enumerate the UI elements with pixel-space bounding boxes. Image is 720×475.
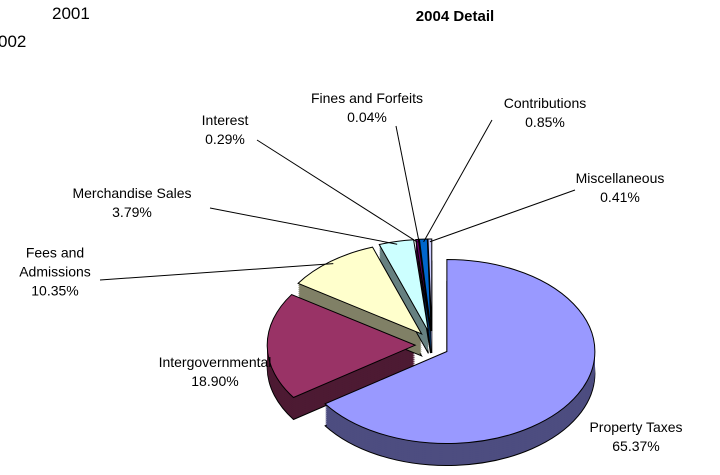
slice-name: Merchandise Sales bbox=[72, 185, 192, 201]
slice-name: Contributions bbox=[503, 95, 587, 111]
slice-value: 0.85% bbox=[525, 114, 565, 130]
slice-label: Miscellaneous 0.41% bbox=[576, 169, 665, 207]
annotation: 002 bbox=[0, 32, 27, 51]
slice-label: Fines and Forfeits 0.04% bbox=[311, 89, 423, 127]
pie-slice bbox=[266, 293, 417, 399]
chart-title: 2004 Detail bbox=[415, 8, 495, 25]
pie-slice bbox=[418, 238, 432, 332]
leader-line bbox=[395, 125, 420, 243]
leader-line bbox=[209, 207, 398, 245]
slice-label: Merchandise Sales 3.79% bbox=[72, 184, 191, 222]
slice-label: Property Taxes 65.37% bbox=[589, 418, 682, 456]
slice-label: Interest 0.29% bbox=[202, 111, 249, 149]
leader-line bbox=[256, 139, 418, 243]
pie-slice bbox=[427, 238, 433, 332]
slice-name: Intergovernmental bbox=[158, 354, 272, 370]
leader-line bbox=[423, 119, 493, 243]
slice-name: Fines and Forfeits bbox=[310, 90, 424, 106]
slice-value: 0.04% bbox=[347, 109, 387, 125]
slice-value: 10.35% bbox=[31, 282, 79, 299]
leader-line bbox=[429, 189, 576, 243]
slice-name: Property Taxes bbox=[589, 419, 683, 435]
pie-slice bbox=[324, 258, 596, 444]
slice-label: Contributions 0.85% bbox=[504, 94, 587, 132]
pie-slice bbox=[297, 246, 423, 335]
slice-value: 0.41% bbox=[600, 189, 640, 205]
slice-value: 65.37% bbox=[612, 438, 660, 454]
annotation: 2001 bbox=[52, 4, 90, 23]
slice-value: 0.29% bbox=[205, 131, 245, 147]
slice-name: Miscellaneous bbox=[575, 170, 665, 186]
slice-name: Fees and Admissions bbox=[19, 244, 91, 280]
slice-label: Intergovernmental 18.90% bbox=[159, 353, 272, 391]
slice-value: 3.79% bbox=[112, 204, 152, 220]
leader-line bbox=[99, 263, 334, 281]
slice-label: Fees and Admissions 10.35% bbox=[15, 244, 95, 301]
slice-value: 18.90% bbox=[191, 373, 239, 389]
slice-name: Interest bbox=[201, 112, 249, 128]
